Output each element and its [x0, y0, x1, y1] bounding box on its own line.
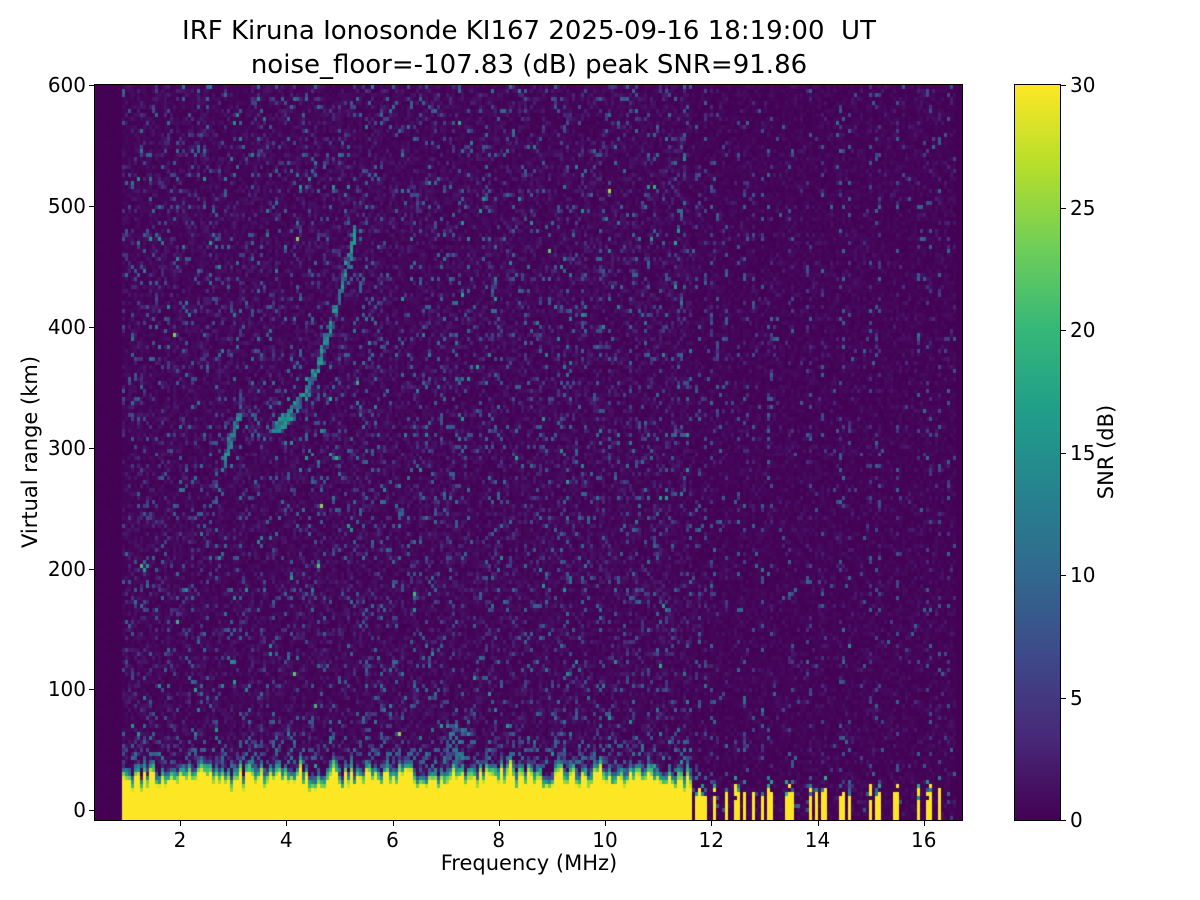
colorbar-tick-label: 0 — [1070, 808, 1083, 832]
y-tick-mark — [89, 205, 94, 207]
colorbar-tick-label: 20 — [1070, 318, 1096, 342]
colorbar — [1014, 84, 1061, 821]
colorbar-tick-label: 10 — [1070, 563, 1096, 587]
colorbar-label: SNR (dB) — [1094, 404, 1118, 500]
colorbar-tick-label: 15 — [1070, 440, 1096, 465]
y-tick-mark — [89, 326, 94, 328]
colorbar-tick-label: 25 — [1070, 195, 1096, 220]
x-tick-label: 2 — [173, 828, 187, 852]
plot-subtitle: noise_floor=-107.83 (dB) peak SNR=91.86 — [250, 50, 808, 80]
y-tick-label: 400 — [47, 314, 86, 339]
y-tick-mark — [89, 85, 94, 86]
ionogram-heatmap — [95, 85, 962, 820]
x-tick-label: 16 — [911, 828, 937, 852]
y-tick-mark — [89, 689, 94, 691]
y-tick-label: 300 — [47, 435, 86, 460]
x-tick-label: 10 — [592, 828, 618, 852]
x-tick-label: 12 — [698, 828, 724, 852]
x-tick-mark — [286, 821, 288, 826]
x-axis-label: Frequency (MHz) — [440, 851, 618, 875]
y-tick-label: 200 — [47, 556, 86, 581]
y-tick-mark — [89, 810, 94, 812]
x-tick-mark — [498, 821, 500, 826]
colorbar-tick-mark — [1061, 697, 1066, 699]
x-tick-mark — [180, 821, 181, 826]
y-tick-label: 100 — [47, 677, 86, 702]
colorbar-tick-mark — [1061, 85, 1066, 86]
y-tick-label: 0 — [73, 798, 86, 823]
y-tick-mark — [89, 568, 94, 570]
y-tick-label: 500 — [47, 193, 86, 218]
colorbar-tick-mark — [1061, 452, 1066, 454]
x-tick-mark — [605, 821, 606, 826]
plot-area — [94, 84, 963, 821]
colorbar-tick-mark — [1061, 575, 1066, 576]
x-tick-label: 6 — [386, 828, 399, 852]
plot-title: IRF Kiruna Ionosonde KI167 2025-09-16 18… — [182, 16, 876, 46]
colorbar-tick-mark — [1061, 330, 1066, 331]
colorbar-tick-mark — [1061, 207, 1066, 209]
colorbar-tick-mark — [1061, 820, 1066, 821]
y-tick-label: 600 — [47, 73, 86, 97]
colorbar-tick-label: 5 — [1070, 685, 1083, 710]
x-tick-label: 8 — [492, 828, 506, 852]
y-tick-mark — [89, 447, 94, 449]
x-tick-mark — [711, 821, 713, 826]
x-tick-mark — [392, 821, 394, 826]
x-tick-mark — [923, 821, 925, 826]
x-tick-label: 4 — [279, 828, 293, 852]
x-tick-mark — [817, 821, 819, 826]
x-tick-label: 14 — [804, 828, 831, 852]
colorbar-tick-label: 30 — [1070, 73, 1096, 97]
